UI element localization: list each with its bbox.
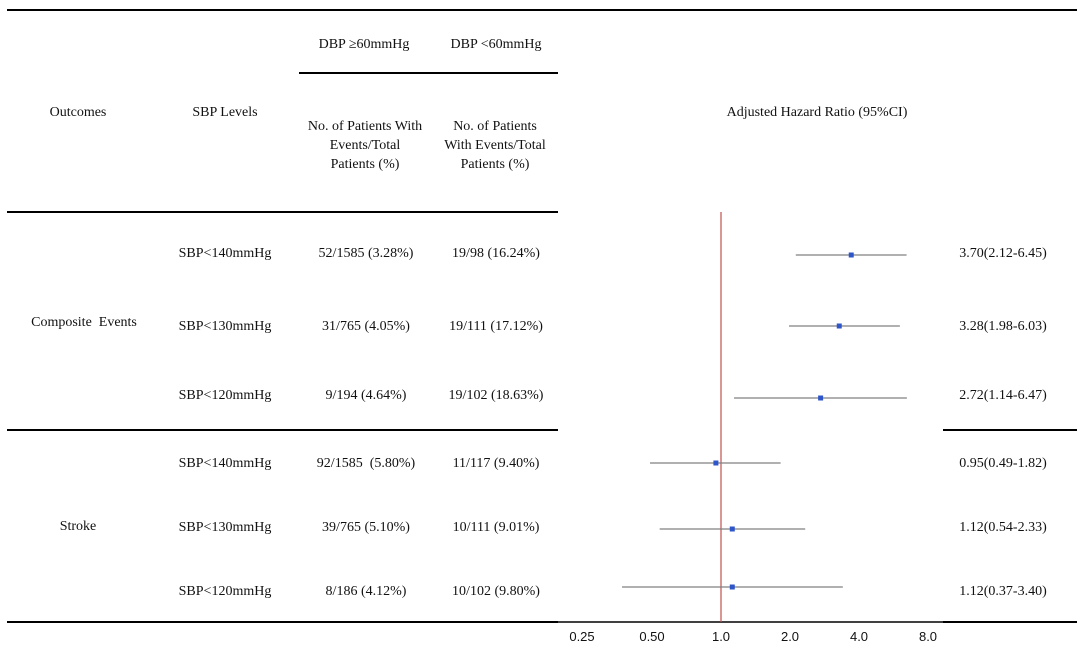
row-sbp: SBP<120mmHg	[178, 388, 272, 403]
bottom-rule	[7, 621, 558, 623]
row-sbp: SBP<120mmHg	[178, 584, 272, 599]
row-hr-text: 1.12(0.37-3.40)	[959, 584, 1047, 599]
section-divider-right	[943, 429, 1077, 431]
header-bottom-rule	[7, 211, 558, 213]
row-hr-text: 1.12(0.54-2.33)	[959, 520, 1047, 535]
top-rule	[7, 9, 1077, 11]
point-estimate	[729, 584, 735, 590]
row-hr-text: 0.95(0.49-1.82)	[959, 456, 1047, 471]
x-tick-label: 8.0	[918, 629, 938, 644]
header-outcomes: Outcomes	[49, 105, 107, 120]
row-sbp: SBP<130mmHg	[178, 520, 272, 535]
x-tick-label: 4.0	[849, 629, 869, 644]
point-estimate	[818, 395, 824, 401]
header-group-high: DBP ≥60mmHg	[318, 37, 410, 52]
header-col-high-line3: Patients (%)	[330, 157, 400, 172]
outcome-label-stroke: Stroke	[59, 519, 97, 534]
row-low-events: 19/98 (16.24%)	[452, 246, 540, 261]
bottom-rule-right	[943, 621, 1077, 623]
row-high-events: 8/186 (4.12%)	[325, 584, 407, 599]
row-high-events: 92/1585 (5.80%)	[316, 456, 416, 471]
x-tick-label: 2.0	[780, 629, 800, 644]
header-hazard-ratio: Adjusted Hazard Ratio (95%CI)	[726, 105, 908, 120]
point-estimate	[713, 460, 719, 466]
x-tick-label: 1.0	[711, 629, 731, 644]
row-hr-text: 3.70(2.12-6.45)	[959, 246, 1047, 261]
row-low-events: 11/117 (9.40%)	[452, 456, 540, 471]
row-low-events: 10/102 (9.80%)	[452, 584, 540, 599]
point-estimate	[848, 252, 854, 258]
header-col-high-line2: Events/Total	[329, 138, 401, 153]
row-high-events: 9/194 (4.64%)	[325, 388, 407, 403]
header-col-low-line2: With Events/Total	[444, 138, 546, 153]
point-estimate	[729, 526, 735, 532]
header-col-low-line3: Patients (%)	[460, 157, 530, 172]
row-low-events: 19/111 (17.12%)	[449, 319, 543, 334]
row-sbp: SBP<140mmHg	[178, 246, 272, 261]
row-hr-text: 2.72(1.14-6.47)	[959, 388, 1047, 403]
row-high-events: 52/1585 (3.28%)	[318, 246, 414, 261]
header-group-low: DBP <60mmHg	[450, 37, 542, 52]
header-col-low-line1: No. of Patients	[453, 119, 537, 134]
outcome-label-composite: Composite Events	[31, 315, 137, 330]
row-hr-text: 3.28(1.98-6.03)	[959, 319, 1047, 334]
row-sbp: SBP<130mmHg	[178, 319, 272, 334]
header-col-high-line1: No. of Patients With	[307, 119, 423, 134]
row-low-events: 19/102 (18.63%)	[448, 388, 544, 403]
x-tick-label: 0.50	[639, 629, 665, 644]
row-sbp: SBP<140mmHg	[178, 456, 272, 471]
point-estimate	[836, 323, 842, 329]
x-tick-label: 0.25	[569, 629, 595, 644]
row-high-events: 31/765 (4.05%)	[322, 319, 410, 334]
row-low-events: 10/111 (9.01%)	[452, 520, 540, 535]
group-header-rule	[299, 72, 558, 74]
header-sbp-levels: SBP Levels	[192, 105, 258, 120]
row-high-events: 39/765 (5.10%)	[322, 520, 410, 535]
section-divider-left	[7, 429, 558, 431]
